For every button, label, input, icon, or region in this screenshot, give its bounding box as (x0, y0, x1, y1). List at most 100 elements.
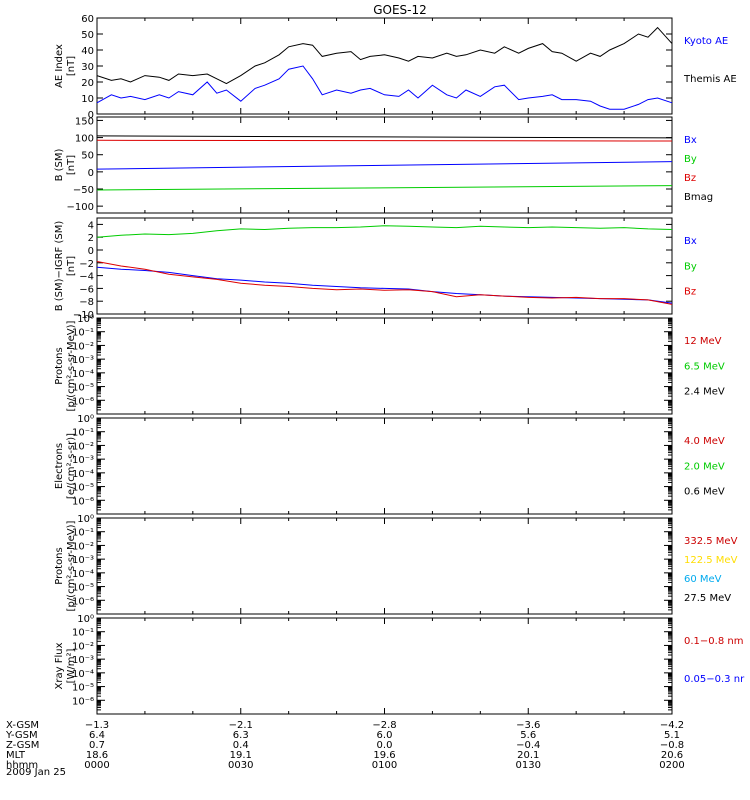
legend-label: By (684, 154, 697, 165)
figure-title: GOES-12 (373, 3, 427, 17)
x-row-value: 19.1 (230, 750, 252, 761)
legend-label: 60 MeV (684, 574, 722, 585)
y-tick-label: 10⁰ (77, 514, 94, 525)
series-line-bx (96, 266, 673, 304)
y-tick-label: 10⁻⁵ (72, 383, 94, 394)
x-row-label: hhmm (6, 760, 38, 771)
legend-label: Bx (684, 135, 697, 146)
series-line-bz (96, 261, 673, 305)
y-tick-label: 50 (81, 30, 94, 41)
y-tick-label: 10⁻⁶ (72, 396, 94, 407)
legend-label: 0.05−0.3 nr (684, 674, 745, 685)
x-row-value: 5.1 (664, 730, 680, 741)
y-tick-label: −4 (79, 272, 94, 283)
legend-label: 0.1−0.8 nm (684, 636, 743, 647)
y-tick-label: 10⁻² (72, 541, 94, 552)
y-tick-label: 4 (88, 220, 94, 231)
legend-label: By (684, 261, 697, 272)
series-line-bx (96, 161, 673, 170)
y-tick-label: 10⁻⁴ (72, 569, 94, 580)
x-axis-table: X-GSM −1.3 −2.1 −2.8 −3.6 −4.2 Y-GSM 6.4 6.3 6.0 5… (5, 720, 685, 771)
x-row-value: 5.6 (520, 730, 536, 741)
y-tick-label: 10⁰ (77, 614, 94, 625)
y-tick-label: 10⁰ (77, 414, 94, 425)
y-tick-label: 10⁻² (72, 341, 94, 352)
x-row-value: 20.1 (517, 750, 539, 761)
y-tick-label: 10⁻³ (72, 655, 94, 666)
legend-label: 12 MeV (684, 336, 722, 347)
legend-label: Bmag (684, 192, 713, 203)
y-tick-label: 10⁻⁵ (72, 583, 94, 594)
y-tick-label: 10⁻³ (72, 355, 94, 366)
y-tick-label: 10⁻⁴ (72, 469, 94, 480)
y-axis-label: B (SM) (54, 148, 65, 181)
series-line-themis-ae (96, 26, 673, 85)
panel-frame (96, 217, 673, 315)
y-tick-label: −8 (79, 297, 94, 308)
y-tick-label: 10⁻⁶ (72, 496, 94, 507)
panel-protons2: 10⁰ 10⁻¹ 10⁻² 10⁻³ 10⁻⁴ 10⁻⁵ 10⁻⁶ Protons [p/(cm… (54, 514, 738, 615)
panel-xray: 10⁰ 10⁻¹ 10⁻² 10⁻³ 10⁻⁴ 10⁻⁵ 10⁻⁶ Xray Flux [W/m… (54, 614, 745, 715)
y-tick-label: 40 (81, 46, 94, 57)
x-row-value: 18.6 (86, 750, 108, 761)
y-axis-unit: [e/(cm²-s-sr)] (66, 433, 77, 499)
series-line-bz (96, 139, 673, 142)
y-tick-label: −10 (73, 310, 94, 321)
panel-bdiff: −10 −8 −6−4 −2 0 2 4 B (SM)−IGRF (SM) [nT] Bx By Bz (54, 217, 697, 321)
y-tick-label: −6 (79, 284, 94, 295)
x-row-value: 0200 (659, 760, 684, 771)
y-tick-label: 10⁻⁴ (72, 669, 94, 680)
legend-label: 6.5 MeV (684, 361, 725, 372)
y-tick-label: −2 (79, 259, 94, 270)
x-row-value: −1.3 (85, 720, 109, 731)
legend-label: 0.6 MeV (684, 487, 725, 498)
x-row-value: 20.6 (661, 750, 683, 761)
legend-label: Bx (684, 236, 697, 247)
y-tick-label: 10⁻¹ (72, 428, 94, 439)
y-tick-label: 10⁻⁵ (72, 483, 94, 494)
x-row-value: 0.7 (89, 740, 105, 751)
legend-label: 2.0 MeV (684, 461, 725, 472)
x-row-value: −4.2 (660, 720, 684, 731)
y-tick-label: 2 (88, 233, 94, 244)
y-axis-unit: [nT] (66, 256, 77, 276)
y-axis-unit: [W/m²] (66, 648, 77, 683)
y-axis-unit: [nT] (66, 155, 77, 175)
figure-date: 2009 Jan 25 (6, 767, 66, 778)
legend-label: Bz (684, 287, 696, 298)
x-row-value: 0030 (228, 760, 253, 771)
y-axis-label: AE Index (54, 44, 65, 88)
y-tick-label: −50 (73, 185, 94, 196)
panel-frame (96, 317, 673, 415)
y-tick-label: 10⁻¹ (72, 528, 94, 539)
y-tick-label: 0 (88, 168, 94, 179)
y-tick-label: 10⁻³ (72, 455, 94, 466)
series-line-by (96, 185, 673, 191)
y-tick-label: 150 (75, 116, 94, 127)
x-row-value: 19.6 (373, 750, 395, 761)
legend-label: 332.5 MeV (684, 536, 738, 547)
series-line-bmag (96, 135, 673, 139)
x-row-value: 0100 (372, 760, 397, 771)
x-row-value: −0.8 (660, 740, 684, 751)
series-line-by (96, 225, 673, 238)
x-row-value: −3.6 (516, 720, 540, 731)
y-tick-label: 10⁻¹ (72, 328, 94, 339)
x-row-label: X-GSM (6, 720, 39, 731)
y-tick-label: 10⁻⁶ (72, 596, 94, 607)
legend-label: Themis AE (683, 74, 737, 85)
x-row-label: MLT (6, 750, 26, 761)
x-row-value: 0.4 (233, 740, 249, 751)
panel-frame (96, 617, 673, 715)
y-axis-label: B (SM)−IGRF (SM) (54, 221, 65, 312)
legend-label: Bz (684, 173, 696, 184)
panel-ae: 0 10 20 30 40 50 60 AE Index [nT] Kyoto AE Themis … (54, 14, 737, 121)
x-row-value: 6.3 (233, 730, 249, 741)
x-row-value: −2.8 (372, 720, 396, 731)
x-row-value: −2.1 (229, 720, 253, 731)
y-tick-label: 10⁻⁵ (72, 683, 94, 694)
legend-label: 4.0 MeV (684, 436, 725, 447)
x-row-label: Z-GSM (6, 740, 39, 751)
